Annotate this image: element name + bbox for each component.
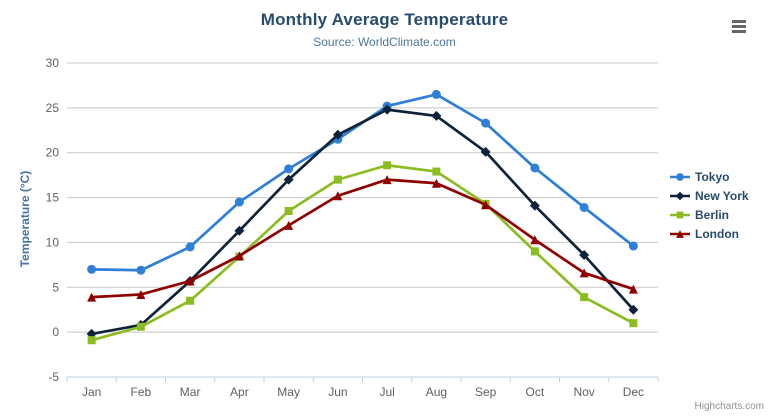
square-marker-icon [676,211,684,218]
diamond-marker-icon[interactable] [382,104,393,115]
diamond-marker-icon [675,191,685,200]
legend-symbol-new-york [670,191,690,200]
square-marker-icon[interactable] [383,161,392,170]
legend-item-berlin[interactable]: Berlin [670,205,749,224]
triangle-marker-icon[interactable] [333,191,343,201]
y-axis-tick-label: 5 [52,280,59,294]
highcharts-credit[interactable]: Highcharts.com [694,401,764,412]
y-axis-tick-label: 20 [46,146,60,160]
x-axis-tick-label: Oct [526,385,545,399]
circle-marker-icon[interactable] [284,164,294,174]
diamond-marker-icon[interactable] [529,200,540,211]
x-axis-tick-label: Dec [623,385,644,399]
circle-marker-icon[interactable] [234,197,244,207]
hamburger-icon-bar [732,20,746,23]
x-axis-tick-label: Aug [426,385,447,399]
square-marker-icon[interactable] [87,336,96,345]
diamond-marker-icon[interactable] [579,249,590,260]
diamond-marker-icon[interactable] [332,129,343,140]
x-axis-tick-label: Jan [82,385,101,399]
triangle-marker-icon[interactable] [284,220,294,230]
circle-marker-icon[interactable] [628,241,638,251]
triangle-marker-icon[interactable] [431,178,441,188]
triangle-marker-icon[interactable] [579,268,589,278]
x-axis-tick-label: Apr [230,385,249,399]
y-axis-title: Temperature (°C) [18,170,32,268]
series-line-new-york [90,108,635,336]
legend-label: New York [695,188,749,203]
diamond-marker-icon[interactable] [283,174,294,185]
legend-symbol-tokyo [670,172,690,181]
circle-marker-icon[interactable] [136,265,146,275]
series-line-london [90,178,635,299]
x-axis-tick-label: Feb [131,385,152,399]
y-axis-tick-label: 15 [46,191,60,205]
square-marker-icon[interactable] [432,167,441,176]
square-marker-icon[interactable] [136,322,145,331]
legend-label: Tokyo [695,169,730,184]
series-line-berlin [90,163,635,342]
export-menu-button[interactable] [732,20,746,35]
x-axis-tick-label: Nov [573,385,594,399]
x-axis-tick-label: Mar [180,385,201,399]
circle-marker-icon[interactable] [579,202,589,212]
y-axis-tick-label: -5 [48,370,59,384]
triangle-marker-icon[interactable] [382,175,392,185]
square-marker-icon[interactable] [186,296,195,305]
diamond-marker-icon[interactable] [431,110,442,121]
triangle-marker-icon [676,229,684,238]
square-marker-icon[interactable] [284,207,293,216]
x-axis-tick-label: May [277,385,300,399]
legend-symbol-london [670,229,690,238]
diamond-marker-icon[interactable] [234,225,245,236]
triangle-marker-icon[interactable] [234,251,244,261]
legend-symbol-berlin [670,211,690,218]
hamburger-icon-bar [732,30,746,33]
x-axis-tick-label: Sep [475,385,497,399]
circle-marker-icon[interactable] [431,89,441,99]
x-axis-tick-label: Jun [328,385,347,399]
diamond-marker-icon[interactable] [628,304,639,315]
triangle-marker-icon[interactable] [530,235,540,245]
triangle-marker-icon[interactable] [481,200,491,210]
square-marker-icon[interactable] [580,293,589,302]
circle-marker-icon[interactable] [87,264,97,274]
y-axis-tick-label: 30 [46,56,60,70]
triangle-marker-icon[interactable] [87,292,97,302]
hamburger-icon-bar [732,25,746,28]
circle-marker-icon [676,172,684,181]
legend-label: Berlin [695,207,730,222]
legend-item-london[interactable]: London [670,224,749,243]
legend-item-new-york[interactable]: New York [670,186,749,205]
legend-label: London [695,226,739,241]
legend: Tokyo New York Berlin London [670,167,749,243]
legend-item-tokyo[interactable]: Tokyo [670,167,749,186]
circle-marker-icon[interactable] [185,242,195,252]
triangle-marker-icon[interactable] [628,284,638,294]
circle-marker-icon[interactable] [481,118,491,128]
y-axis-tick-label: 25 [46,101,60,115]
y-axis-tick-label: 0 [52,325,59,339]
y-axis-tick-label: 10 [46,235,60,249]
triangle-marker-icon[interactable] [185,276,195,286]
square-marker-icon[interactable] [530,247,539,256]
x-axis-tick-label: Jul [379,385,394,399]
diamond-marker-icon[interactable] [480,146,491,157]
square-marker-icon[interactable] [333,175,342,184]
square-marker-icon[interactable] [629,319,638,328]
circle-marker-icon[interactable] [530,163,540,173]
triangle-marker-icon[interactable] [136,289,146,299]
